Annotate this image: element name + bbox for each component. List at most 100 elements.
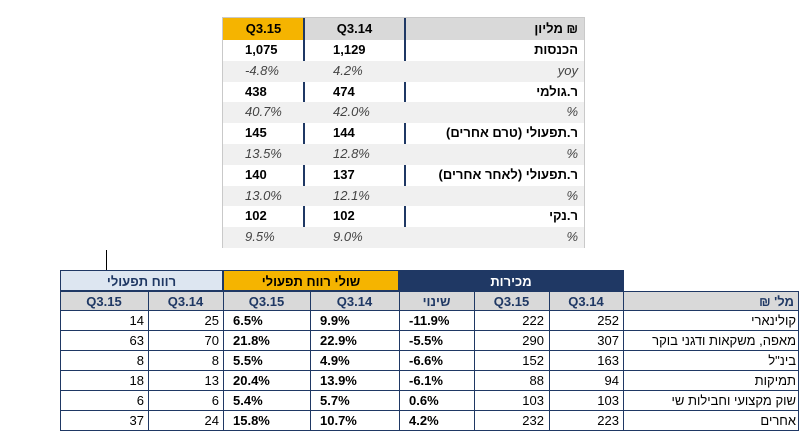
cell-shinui: 4.2% [409, 413, 439, 428]
summary-row: 1,075 1,129 הכנסות [223, 40, 584, 61]
cell-ruah-q314: 8 [211, 353, 219, 368]
cell-segment-label: אחרים [760, 413, 796, 428]
cell-ruah-q314: 25 [204, 313, 219, 328]
col-divider [148, 291, 149, 431]
summary-row: 13.0% 12.1%% [223, 185, 584, 207]
cell-mek-q314: 223 [597, 413, 619, 428]
summary-header-label: מליון ₪ [405, 18, 584, 40]
cell-shinui: -6.1% [409, 373, 443, 388]
col-divider [60, 270, 61, 431]
summary-divider [303, 18, 305, 247]
segment-row: 14 25 6.5% 9.9% -11.9% 222 252 קולינארי [60, 311, 799, 331]
summary-row: 140 137 ר.תפעולי (לאחר אחרים) [223, 165, 584, 186]
cell-segment-label: בינ"ל [768, 353, 796, 368]
col-divider [623, 270, 624, 431]
header-ruah-q315: Q3.15 [86, 294, 122, 309]
summary-row-label: % [566, 187, 578, 203]
summary-row-label: % [566, 104, 578, 120]
header-shulei-q314: Q3.14 [336, 294, 373, 309]
summary-row-label: yoy [557, 62, 578, 78]
summary-value-q314: 12.1% [333, 187, 370, 203]
header-shinui: שינוי [422, 294, 451, 309]
summary-row-label: % [566, 146, 578, 161]
cell-mek-q315: 232 [522, 413, 544, 428]
cell-shinui: 0.6% [409, 393, 439, 408]
cell-shulei-q315: 15.8% [233, 413, 270, 428]
summary-value-q314: 12.8% [333, 146, 370, 161]
cell-mek-q314: 163 [597, 353, 619, 368]
summary-value-q315: 140 [245, 166, 267, 182]
cell-mek-q315: 103 [522, 393, 544, 408]
col-divider [474, 291, 475, 431]
cell-mek-q315: 88 [529, 373, 544, 388]
summary-value-q315: 1,075 [245, 42, 278, 57]
cell-segment-label: תמיקות [754, 373, 796, 388]
summary-divider [404, 18, 406, 247]
summary-value-q314: 102 [333, 208, 355, 224]
cell-shulei-q314: 22.9% [320, 333, 357, 348]
cell-shinui: -6.6% [409, 353, 443, 368]
cell-ruah-q315: 37 [129, 413, 144, 428]
summary-row-label: % [566, 229, 578, 245]
cell-shulei-q314: 10.7% [320, 413, 357, 428]
summary-value-q315: 13.0% [245, 187, 282, 203]
cell-shinui: -5.5% [409, 333, 443, 348]
cell-ruah-q315: 8 [136, 353, 144, 368]
summary-value-q315: 102 [245, 208, 267, 224]
summary-row-label: ר.תפעולי (לאחר אחרים) [438, 166, 578, 182]
cell-mek-q314: 252 [597, 313, 619, 328]
segment-row: 63 70 21.8% 22.9% -5.5% 290 307 מאפה, משקאות וד… [60, 331, 799, 351]
cell-shulei-q314: 13.9% [320, 373, 357, 388]
summary-row: -4.8% 4.2% yoy [223, 60, 584, 82]
header-label: מל' ₪ [759, 294, 794, 309]
segments-header-row: Q3.15 Q3.14 Q3.15 Q3.14 שינוי Q3.15 Q3.1… [60, 291, 799, 311]
summary-value-q315: -4.8% [245, 62, 279, 78]
cell-ruah-q315: 6 [136, 393, 144, 408]
cell-shulei-q314: 4.9% [320, 353, 350, 368]
cell-ruah-q315: 18 [129, 373, 144, 388]
segment-row: 18 13 20.4% 13.9% -6.1% 88 94 תמיקות [60, 371, 799, 391]
cell-shulei-q315: 6.5% [233, 313, 263, 328]
summary-value-q315: 438 [245, 83, 267, 99]
summary-value-q314: 1,129 [333, 42, 366, 57]
cell-shulei-q315: 5.4% [233, 393, 263, 408]
group-header-operating-margin: שולי רווח תפעולי [223, 270, 399, 291]
cell-mek-q314: 103 [597, 393, 619, 408]
header-mek-q314: Q3.14 [568, 294, 604, 309]
cell-shulei-q314: 9.9% [320, 313, 350, 328]
cell-shulei-q315: 21.8% [233, 333, 270, 348]
segment-row: 6 6 5.4% 5.7% 0.6% 103 103 שוק מקצועי וחבילות ש… [60, 391, 799, 411]
summary-row: 438 474 ר.גולמי [223, 82, 584, 103]
summary-row-label: הכנסות [534, 42, 578, 57]
col-divider [549, 291, 550, 431]
segment-row: 8 8 5.5% 4.9% -6.6% 152 163 בינ"ל [60, 351, 799, 371]
cell-mek-q315: 290 [522, 333, 544, 348]
cell-mek-q314: 307 [597, 333, 619, 348]
summary-row: 145 144 ר.תפעולי (טרם אחרים) [223, 123, 584, 144]
summary-value-q314: 42.0% [333, 104, 370, 120]
header-mek-q315: Q3.15 [493, 294, 530, 309]
header-ruah-q314: Q3.14 [167, 294, 204, 309]
summary-table: Q3.15 Q3.14 מליון ₪ 1,075 1,129 הכנסות -4.8… [222, 17, 585, 248]
cell-mek-q314: 94 [604, 373, 619, 388]
cell-ruah-q314: 70 [204, 333, 219, 348]
col-divider [310, 291, 311, 431]
summary-value-q314: 9.0% [333, 229, 363, 245]
cell-shulei-q315: 20.4% [233, 373, 270, 388]
summary-header-row: Q3.15 Q3.14 מליון ₪ [223, 18, 584, 40]
col-divider [399, 270, 400, 431]
summary-row: 9.5% 9.0%% [223, 227, 584, 248]
cell-segment-label: שוק מקצועי וחבילות שי [671, 393, 796, 408]
group-header-sales: מכירות [399, 270, 623, 291]
summary-value-q315: 145 [245, 125, 267, 141]
summary-value-q314: 137 [333, 166, 355, 182]
summary-value-q314: 474 [333, 83, 355, 99]
cell-ruah-q314: 13 [204, 373, 219, 388]
cell-shulei-q314: 5.7% [320, 393, 350, 408]
cell-ruah-q315: 14 [129, 313, 144, 328]
cell-segment-label: קולינארי [751, 313, 796, 328]
summary-header-q315: Q3.15 [223, 18, 304, 40]
cell-ruah-q314: 24 [204, 413, 219, 428]
summary-value-q314: 144 [333, 125, 355, 141]
summary-row-label: ר.נקי [549, 208, 578, 224]
